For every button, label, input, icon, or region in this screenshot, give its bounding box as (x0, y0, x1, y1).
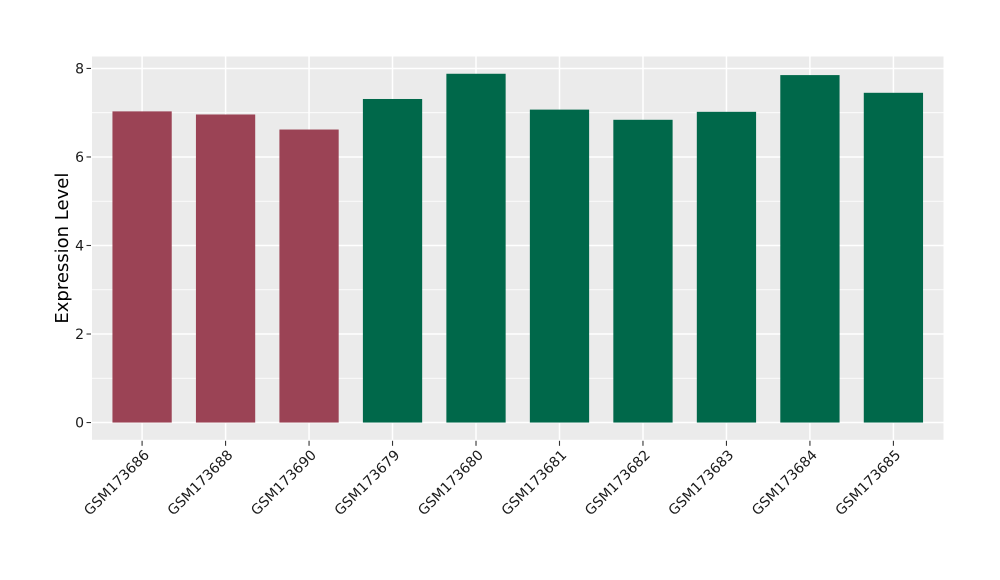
x-tick-label-GSM173682: GSM173682 (582, 447, 654, 519)
bar-GSM173685 (863, 92, 924, 423)
x-tick-label-GSM173680: GSM173680 (415, 447, 487, 519)
x-tick-label-GSM173686: GSM173686 (81, 447, 153, 519)
bar-GSM173682 (613, 119, 673, 423)
x-tick-label-GSM173681: GSM173681 (499, 447, 571, 519)
y-tick-label-0: 0 (75, 416, 84, 432)
x-tick-label-GSM173685: GSM173685 (833, 447, 905, 519)
bar-GSM173688 (195, 114, 256, 423)
bar-GSM173690 (279, 129, 339, 423)
y-tick-label-8: 8 (75, 61, 84, 77)
y-tick-label-4: 4 (75, 238, 84, 254)
bar-GSM173684 (780, 75, 840, 423)
x-tick-label-GSM173679: GSM173679 (332, 447, 404, 519)
bar-GSM173686 (112, 111, 172, 423)
x-tick-label-GSM173690: GSM173690 (248, 447, 320, 519)
y-tick-label-2: 2 (75, 327, 84, 343)
x-tick-label-GSM173684: GSM173684 (749, 447, 821, 519)
x-tick-label-GSM173683: GSM173683 (666, 447, 738, 519)
bar-GSM173683 (696, 111, 757, 423)
x-tick-label-GSM173688: GSM173688 (165, 447, 237, 519)
bar-GSM173679 (362, 98, 423, 423)
y-axis-label: Expression Level (52, 173, 73, 324)
y-tick-label-6: 6 (75, 150, 84, 166)
bar-GSM173680 (446, 73, 506, 423)
bar-GSM173681 (529, 109, 590, 423)
